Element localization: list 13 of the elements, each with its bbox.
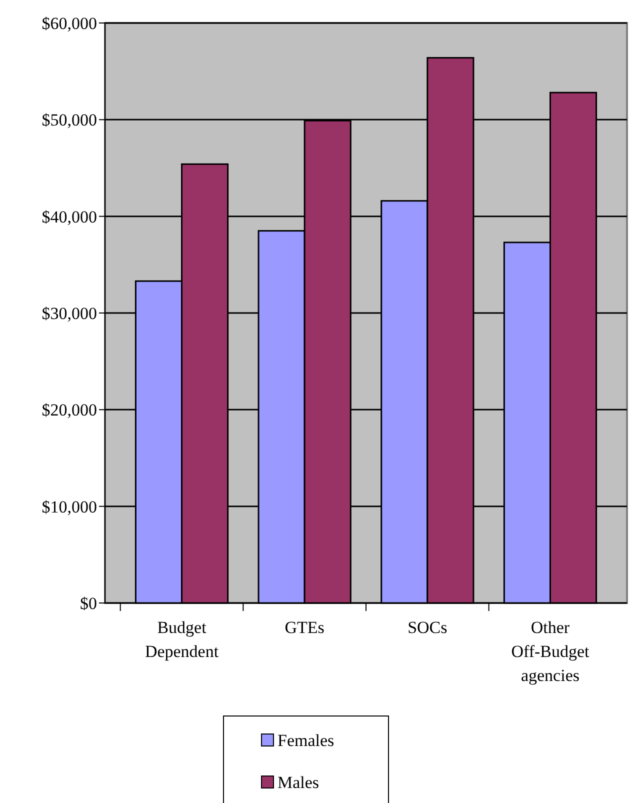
x-tick-label: GTEs: [284, 618, 324, 637]
y-tick-label: $40,000: [42, 207, 97, 226]
legend-label: Females: [278, 730, 334, 750]
y-tick-label: $20,000: [42, 400, 97, 420]
x-tick-label: SOCs: [408, 618, 448, 637]
y-tick-label: $10,000: [42, 497, 97, 516]
x-tick-label: Budget Dependent: [144, 618, 219, 661]
y-tick-label: $30,000: [42, 304, 97, 323]
y-tick-label: $0: [80, 594, 97, 613]
y-tick-label: $50,000: [42, 110, 97, 130]
y-tick-label: $60,000: [42, 14, 97, 33]
x-tick-label: Other Off-Budget agencies: [511, 618, 590, 685]
legend-label: Males: [278, 772, 320, 792]
